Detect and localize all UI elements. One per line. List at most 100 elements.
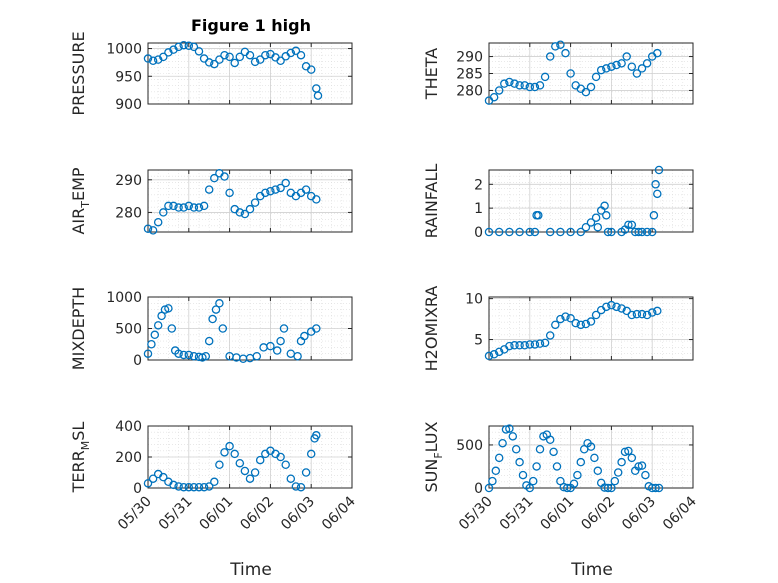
data-point [184, 41, 194, 51]
data-point [174, 349, 183, 358]
data-point [515, 341, 524, 350]
data-point [281, 460, 290, 469]
data-point [654, 165, 664, 175]
data-point [157, 311, 166, 321]
data-point [306, 449, 316, 459]
data-point [220, 50, 229, 60]
data-point [634, 227, 643, 237]
data-point [642, 310, 652, 320]
data-point [535, 81, 545, 90]
data-point [252, 351, 262, 361]
data-point [194, 482, 204, 492]
data-point [194, 203, 204, 212]
data-point [632, 309, 642, 319]
data-point [489, 350, 499, 359]
data-point [586, 82, 596, 92]
axes-frame [488, 425, 694, 489]
axes-frame [488, 169, 694, 233]
data-point [530, 82, 540, 92]
data-point [593, 466, 603, 476]
data-point [540, 338, 550, 348]
data-point [607, 300, 616, 310]
axes-frame [147, 169, 353, 233]
data-point [593, 222, 603, 232]
data-point [510, 341, 519, 350]
data-point [552, 462, 562, 471]
data-point [627, 220, 637, 230]
data-point [250, 57, 260, 67]
data-point [545, 435, 555, 445]
y-tick-label: 500 [115, 322, 142, 338]
data-point [494, 86, 504, 95]
data-point [281, 178, 290, 188]
y-tick-label: 950 [115, 69, 142, 85]
data-point [306, 65, 316, 74]
data-point [649, 211, 659, 220]
data-point [627, 453, 637, 463]
data-point [586, 442, 596, 451]
y-tick-label: 5 [474, 333, 483, 349]
y-tick-label: 10 [465, 292, 483, 308]
data-point [210, 477, 219, 487]
data-point [293, 351, 302, 361]
data-point [498, 438, 507, 448]
data-point [576, 227, 586, 237]
data-point [515, 457, 524, 467]
y-tick-label: 280 [456, 83, 483, 99]
data-point [167, 324, 177, 333]
data-point [279, 324, 289, 333]
data-point [174, 42, 183, 52]
data-point [651, 180, 660, 189]
data-point [556, 227, 565, 237]
data-point [148, 474, 158, 483]
data-point [276, 336, 285, 346]
data-point [545, 52, 555, 61]
y-tick-label: 290 [115, 173, 142, 189]
data-point [301, 185, 311, 194]
data-point [210, 59, 219, 69]
data-point [261, 50, 270, 60]
data-point [653, 48, 662, 58]
data-point [201, 351, 211, 361]
data-point [607, 483, 616, 493]
y-axis-label-main: AIR [69, 208, 88, 235]
y-tick-label: 1 [474, 201, 483, 217]
data-point [632, 69, 642, 78]
y-tick-label: 400 [115, 419, 142, 435]
y-tick-label: 900 [115, 97, 142, 113]
data-point [561, 312, 570, 321]
data-point [291, 46, 301, 56]
data-point [286, 474, 296, 483]
data-point [225, 52, 234, 62]
data-point [571, 318, 580, 328]
y-tick-label: 500 [456, 438, 483, 454]
data-point [204, 58, 214, 67]
data-point [530, 340, 540, 349]
data-point [627, 62, 637, 71]
data-point [208, 314, 217, 324]
data-point [215, 299, 224, 308]
data-point [600, 201, 609, 211]
data-point [603, 483, 613, 493]
data-point [276, 56, 285, 65]
subplot-3: 280 290 AIRTEMP [69, 167, 353, 235]
data-point [590, 453, 599, 463]
data-point [627, 310, 637, 320]
data-point [613, 468, 623, 477]
y-axis-label: AIRTEMP [69, 167, 92, 234]
data-point [515, 227, 524, 237]
data-point [179, 203, 188, 212]
data-point [245, 474, 255, 483]
data-point [505, 227, 514, 237]
y-axis-label: TERRMSL [69, 422, 92, 494]
axes-frame [488, 296, 694, 361]
data-point [617, 59, 626, 68]
y-axis-label: MIXDEPTH [69, 287, 88, 370]
data-point [540, 72, 550, 82]
data-point [179, 350, 188, 360]
data-point [653, 306, 662, 316]
data-point [235, 208, 245, 217]
data-point [576, 320, 586, 330]
data-point [245, 204, 255, 214]
